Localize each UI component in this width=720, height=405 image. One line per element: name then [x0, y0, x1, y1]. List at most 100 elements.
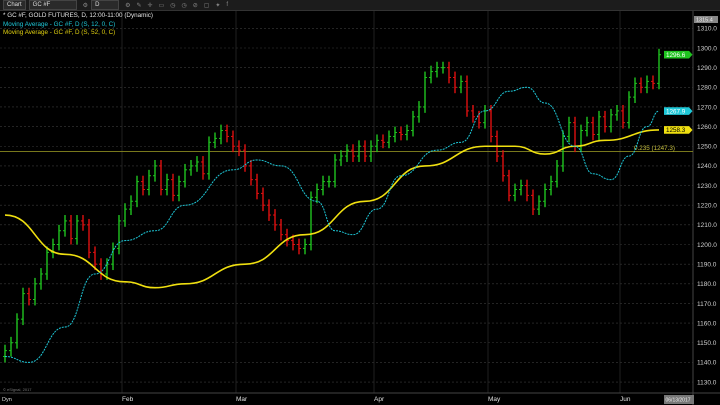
price-bar — [621, 104, 625, 129]
price-bar — [309, 191, 313, 251]
price-bar — [447, 61, 451, 84]
x-tick-label: Apr — [374, 396, 385, 403]
clock-icon[interactable]: ◷ — [170, 2, 176, 9]
price-bar — [297, 238, 301, 255]
price-bar — [9, 336, 13, 357]
price-bar — [75, 215, 79, 245]
price-bar — [261, 187, 265, 212]
price-bar — [555, 160, 559, 188]
y-tick-label: 1140.0 — [697, 360, 717, 367]
price-bar — [327, 175, 331, 188]
symbol-input[interactable]: GC #F — [28, 0, 77, 10]
x-tick-label: Jun — [620, 396, 631, 403]
price-bar — [399, 126, 403, 141]
y-tick-label: 1220.0 — [697, 203, 717, 210]
clock-icon[interactable]: ◷ — [181, 2, 187, 9]
price-bar — [357, 140, 361, 162]
price-bar — [129, 195, 133, 216]
price-bar — [165, 173, 169, 196]
price-bar — [513, 183, 517, 202]
price-bar — [543, 183, 547, 208]
price-bar — [213, 132, 217, 149]
price-bar — [471, 104, 475, 123]
y-tick-label: 1190.0 — [697, 261, 717, 268]
price-bar — [141, 175, 145, 196]
price-bar — [171, 173, 175, 202]
price-bar — [207, 136, 211, 180]
date-badge: 06/13/2017 — [666, 398, 691, 404]
price-bar — [441, 61, 445, 74]
y-tick-label: 1150.0 — [697, 340, 717, 347]
price-bar — [369, 140, 373, 162]
price-bar — [15, 313, 19, 349]
chart-menu-button[interactable]: Chart — [3, 0, 26, 10]
price-bar — [453, 71, 457, 94]
last-price-label-bg — [664, 50, 693, 59]
price-bar — [321, 175, 325, 196]
price-bar — [303, 238, 307, 255]
comment-icon[interactable]: ▭ — [158, 2, 165, 9]
price-bar — [159, 160, 163, 196]
price-bar — [27, 287, 31, 306]
y-tick-label: 1310.0 — [697, 26, 717, 33]
x-tick-label: May — [488, 396, 501, 403]
price-bar — [3, 344, 7, 363]
price-bar — [603, 110, 607, 133]
price-bar — [225, 124, 229, 143]
top-price-badge — [694, 16, 718, 23]
price-bar — [351, 144, 355, 162]
ma12-value-label: 1267.9 — [666, 108, 686, 115]
price-bar — [237, 140, 241, 157]
price-bar — [315, 183, 319, 204]
settings-icon[interactable]: ⚙ — [82, 2, 89, 9]
legend-ma12: Moving Average - GC #F, D (S, 12, 0, C) — [3, 20, 116, 28]
x-tick-label: Feb — [122, 396, 134, 403]
dynamic-button[interactable]: Dyn — [2, 397, 12, 403]
facebook-icon[interactable]: f — [226, 2, 229, 8]
price-bar — [39, 268, 43, 290]
price-bar — [615, 104, 619, 121]
y-tick-label: 1170.0 — [697, 301, 717, 308]
copyright-text: © eSignal, 2017 — [3, 387, 32, 392]
price-bar — [531, 189, 535, 216]
price-bar — [405, 124, 409, 141]
price-bar — [477, 110, 481, 129]
price-bar — [21, 287, 25, 326]
crosshair-icon[interactable]: ✛ — [147, 2, 153, 9]
price-bar — [387, 130, 391, 149]
price-bar — [645, 75, 649, 94]
price-bar — [375, 134, 379, 153]
price-bar — [501, 150, 505, 182]
y-tick-label: 1160.0 — [697, 320, 717, 327]
price-bar — [537, 195, 541, 216]
price-bar — [45, 246, 49, 280]
twitter-icon[interactable]: ✦ — [215, 2, 221, 9]
price-bar — [267, 199, 271, 221]
price-bar — [609, 108, 613, 133]
settings-icon[interactable]: ⚙ — [125, 2, 131, 9]
price-bar — [87, 218, 91, 259]
price-bar — [93, 246, 97, 271]
interval-select[interactable]: D — [91, 0, 120, 10]
ma12-value-label-bg — [664, 107, 693, 115]
price-bar — [273, 209, 277, 231]
price-bar — [435, 61, 439, 78]
price-bar — [657, 48, 661, 90]
price-bar — [177, 175, 181, 202]
y-tick-label: 1300.0 — [697, 45, 717, 52]
price-bar — [627, 91, 631, 129]
draw-icon[interactable]: ✎ — [136, 2, 142, 9]
price-bar — [285, 228, 289, 247]
price-bar — [81, 215, 85, 231]
price-bar — [195, 156, 199, 172]
price-bar — [597, 110, 601, 141]
link-icon[interactable]: ⊘ — [192, 2, 198, 9]
chart-background — [0, 11, 720, 405]
price-bar — [525, 179, 529, 202]
price-bar — [243, 144, 247, 172]
y-tick-label: 1130.0 — [697, 379, 717, 386]
price-bar — [549, 175, 553, 196]
window-icon[interactable]: ▢ — [203, 2, 210, 9]
price-bar — [63, 215, 67, 237]
